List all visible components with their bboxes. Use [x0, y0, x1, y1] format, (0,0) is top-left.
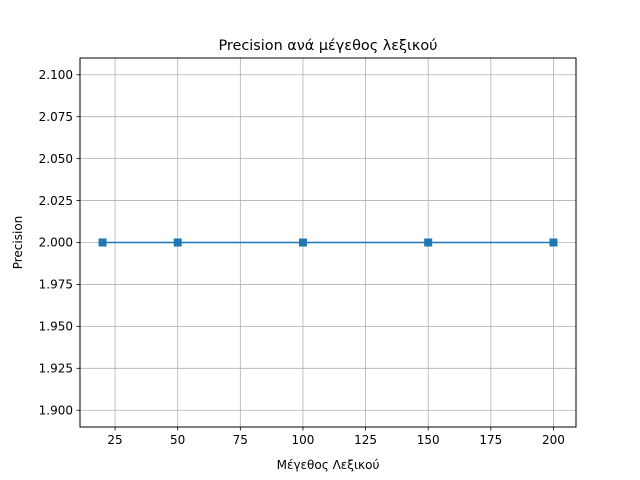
data-point-marker: [424, 238, 433, 247]
x-tick-label: 150: [417, 433, 440, 447]
y-tick-label: 2.000: [39, 236, 73, 250]
y-tick-label: 2.100: [39, 68, 73, 82]
x-axis-ticks: 25 50 75 100 125 150 175 200: [107, 427, 565, 447]
data-point-marker: [298, 238, 307, 247]
x-tick-label: 50: [170, 433, 185, 447]
y-axis-ticks: 1.900 1.925 1.950 1.975 2.000 2.025 2.050 2.075…: [39, 68, 80, 417]
x-tick-label: 25: [107, 433, 122, 447]
x-tick-label: 100: [291, 433, 314, 447]
y-axis-label: Precision: [11, 216, 25, 270]
y-tick-label: 2.075: [39, 110, 73, 124]
y-tick-label: 1.900: [39, 403, 73, 417]
x-tick-label: 175: [479, 433, 502, 447]
y-tick-label: 1.950: [39, 320, 73, 334]
y-tick-label: 2.050: [39, 152, 73, 166]
data-point-marker: [98, 238, 107, 247]
chart-title: Precision ανά μέγεθος λεξικού: [218, 38, 437, 54]
data-point-marker: [173, 238, 182, 247]
y-tick-label: 1.975: [39, 278, 73, 292]
x-tick-label: 125: [354, 433, 377, 447]
y-tick-label: 1.925: [39, 361, 73, 375]
x-tick-label: 75: [233, 433, 248, 447]
x-tick-label: 200: [542, 433, 565, 447]
series-layer: [98, 238, 558, 247]
x-axis-label: Μέγεθος Λεξικού: [277, 458, 380, 472]
y-tick-label: 2.025: [39, 194, 73, 208]
data-point-marker: [549, 238, 558, 247]
